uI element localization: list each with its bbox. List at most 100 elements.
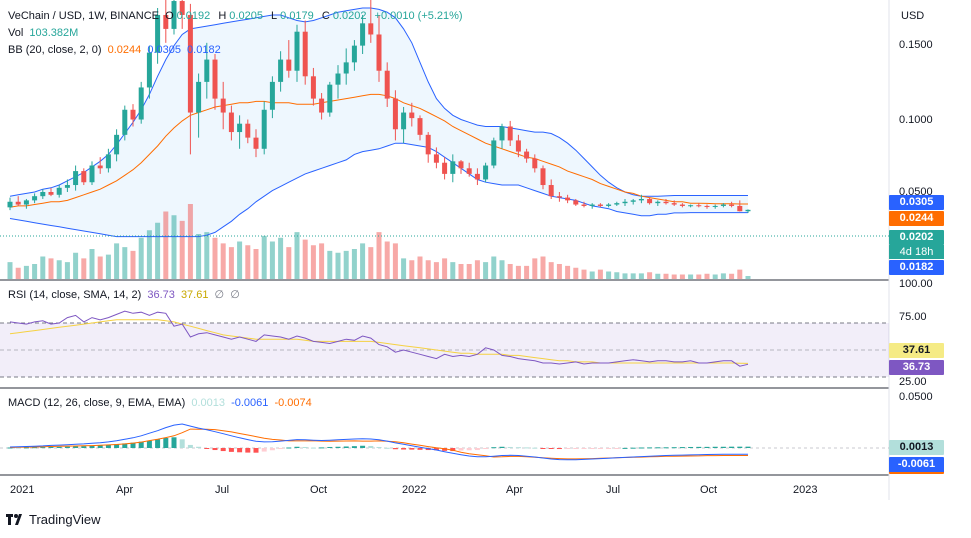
macd-histogram-bar bbox=[409, 448, 415, 450]
macd-line bbox=[9, 423, 748, 461]
macd-line-tag: -0.0061 bbox=[889, 457, 944, 474]
candle-body bbox=[606, 204, 612, 206]
last-price-tag: 0.0202 bbox=[889, 230, 944, 245]
macd-histogram-bar bbox=[491, 447, 497, 449]
bb-basis-tag: 0.0244 bbox=[889, 211, 944, 226]
macd-histogram-bar bbox=[220, 448, 226, 452]
volume-bar bbox=[483, 262, 489, 279]
candle-body bbox=[573, 200, 579, 205]
volume-bar bbox=[319, 243, 325, 279]
candle-body bbox=[130, 109, 136, 120]
macd-histogram-bar bbox=[171, 437, 177, 448]
volume-bar bbox=[638, 273, 644, 279]
macd-histogram-bar bbox=[261, 448, 267, 452]
volume-bar bbox=[647, 272, 653, 279]
symbol-title[interactable]: VeChain / USD, 1W, BINANCE bbox=[8, 10, 159, 22]
volume-bar bbox=[392, 243, 398, 279]
candle-body bbox=[294, 31, 300, 71]
macd-hist-value: 0.0013 bbox=[191, 397, 225, 409]
macd-histogram-bar bbox=[597, 448, 603, 449]
low-label: L bbox=[271, 10, 278, 22]
macd-histogram-bar bbox=[228, 448, 234, 452]
volume-bar bbox=[179, 220, 185, 279]
tradingview-brand[interactable]: TradingView bbox=[6, 512, 101, 527]
macd-histogram-bar bbox=[556, 448, 562, 450]
macd-histogram-bar bbox=[130, 442, 136, 448]
macd-histogram-bar bbox=[745, 446, 751, 448]
macd-histogram-bar bbox=[286, 447, 292, 449]
rsi-legend[interactable]: RSI (14, close, SMA, 14, 2) 36.73 37.61 … bbox=[8, 288, 243, 302]
macd-histogram-bar bbox=[89, 445, 95, 448]
macd-histogram-bar bbox=[196, 446, 202, 448]
volume-legend[interactable]: Vol 103.382M bbox=[8, 26, 81, 40]
macd-histogram-bar bbox=[327, 446, 333, 448]
macd-histogram-bar bbox=[688, 446, 694, 448]
currency-label[interactable]: USD bbox=[901, 10, 925, 22]
macd-histogram-bar bbox=[212, 448, 218, 451]
candle-body bbox=[360, 23, 366, 46]
rsi-line bbox=[9, 310, 749, 367]
bar-countdown: 4d 18h bbox=[889, 245, 944, 259]
macd-histogram-bar bbox=[548, 448, 554, 449]
macd-histogram-bar bbox=[294, 446, 300, 448]
candle-body bbox=[540, 168, 546, 186]
price-tick: 0.1500 bbox=[899, 39, 933, 51]
low-value: 0.0179 bbox=[280, 10, 314, 22]
macd-histogram-bar bbox=[450, 448, 456, 452]
volume-bar bbox=[589, 271, 595, 279]
bb-legend[interactable]: BB (20, close, 2, 0) 0.0244 0.0305 0.018… bbox=[8, 43, 224, 57]
volume-bar bbox=[606, 271, 612, 279]
macd-histogram-bar bbox=[458, 448, 464, 451]
candle-body bbox=[417, 118, 423, 135]
volume-bar bbox=[720, 273, 726, 279]
candle-body bbox=[237, 123, 243, 133]
candle-body bbox=[597, 204, 603, 206]
tradingview-logo-icon bbox=[6, 513, 24, 526]
macd-histogram-bar bbox=[343, 446, 349, 448]
candle-body bbox=[712, 205, 718, 207]
candle-body bbox=[376, 34, 382, 71]
volume-bar bbox=[237, 241, 243, 279]
candle-body bbox=[48, 192, 54, 195]
open-value: 0.0192 bbox=[176, 10, 211, 22]
volume-bar bbox=[228, 247, 234, 279]
volume-bar bbox=[450, 262, 456, 279]
time-tick: 2023 bbox=[793, 484, 818, 496]
macd-histogram-bar bbox=[187, 444, 193, 448]
volume-bar bbox=[122, 247, 128, 279]
candle-body bbox=[138, 87, 144, 120]
bb-upper-tag: 0.0305 bbox=[889, 195, 944, 210]
volume-bar bbox=[335, 252, 341, 279]
macd-signal-value: -0.0074 bbox=[274, 397, 312, 409]
volume-bar bbox=[343, 250, 349, 279]
macd-histogram-bar bbox=[376, 446, 382, 448]
close-value: 0.0202 bbox=[332, 10, 367, 22]
volume-bar bbox=[573, 267, 579, 279]
bb-lower-tag: 0.0182 bbox=[889, 260, 944, 275]
macd-histogram-bar bbox=[647, 447, 653, 449]
macd-histogram-bar bbox=[622, 447, 628, 449]
macd-histogram-bar bbox=[729, 446, 735, 448]
candle-body bbox=[671, 203, 677, 205]
macd-legend[interactable]: MACD (12, 26, close, 9, EMA, EMA) 0.0013… bbox=[8, 396, 315, 410]
high-value: 0.0205 bbox=[229, 10, 263, 22]
candle-body bbox=[343, 62, 349, 74]
candle-body bbox=[97, 165, 103, 169]
macd-histogram-bar bbox=[655, 447, 661, 449]
vol-value: 103.382M bbox=[29, 27, 79, 39]
volume-bar bbox=[425, 260, 431, 279]
volume-bar bbox=[269, 241, 275, 279]
candle-body bbox=[704, 205, 710, 207]
macd-histogram-bar bbox=[179, 439, 185, 448]
candle-body bbox=[663, 201, 669, 204]
price-tick: 0.1000 bbox=[899, 114, 933, 126]
volume-bar bbox=[286, 247, 292, 279]
volume-bar bbox=[196, 234, 202, 279]
candle-body bbox=[507, 126, 513, 141]
volume-bar bbox=[97, 256, 103, 279]
time-tick: 2022 bbox=[402, 484, 427, 496]
macd-histogram-bar bbox=[507, 446, 513, 448]
macd-histogram-bar bbox=[499, 446, 505, 448]
time-tick: Jul bbox=[215, 484, 230, 496]
